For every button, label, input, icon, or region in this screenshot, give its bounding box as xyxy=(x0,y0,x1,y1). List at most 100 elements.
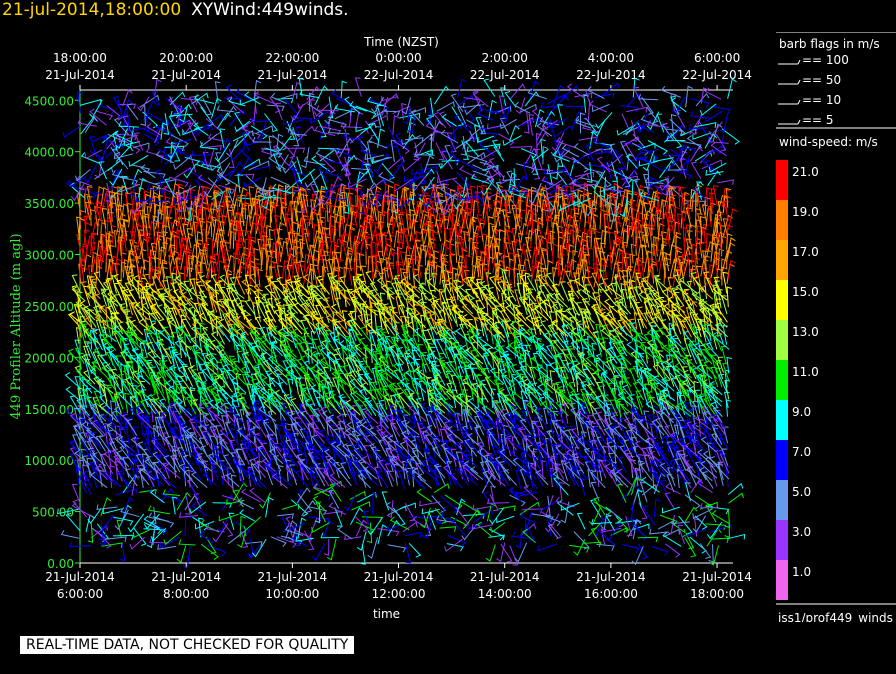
wind-barb xyxy=(386,317,400,335)
wind-barb xyxy=(276,228,283,249)
wind-barb xyxy=(338,393,353,410)
wind-barb xyxy=(425,122,442,134)
wind-barb xyxy=(388,404,404,424)
wind-barb xyxy=(459,165,478,178)
wind-barb xyxy=(292,117,313,124)
wind-barb xyxy=(486,160,501,177)
wind-barb xyxy=(156,455,166,473)
wind-barb xyxy=(230,357,244,374)
wind-barb xyxy=(446,386,462,401)
wind-barb xyxy=(181,201,188,222)
wind-barb xyxy=(377,337,393,353)
wind-barb xyxy=(180,309,192,328)
wind-barb xyxy=(451,306,468,323)
wind-barb xyxy=(367,292,374,309)
wind-barb xyxy=(128,176,135,197)
wind-barb xyxy=(485,318,501,335)
wind-barb xyxy=(252,329,267,345)
wind-barb xyxy=(274,309,287,329)
wind-barb xyxy=(174,340,191,359)
wind-barb xyxy=(248,239,257,258)
wind-barb xyxy=(91,359,108,379)
wind-barb xyxy=(383,190,400,201)
wind-barb xyxy=(174,138,193,144)
wind-barb xyxy=(275,301,289,317)
wind-barb xyxy=(443,178,449,197)
wind-barb xyxy=(346,421,362,436)
wind-barb xyxy=(172,410,182,431)
wind-barb xyxy=(478,316,494,336)
wind-barb xyxy=(349,101,368,112)
wind-barb xyxy=(410,194,416,215)
wind-barb xyxy=(364,408,379,425)
wind-barb xyxy=(157,293,170,309)
wind-barb xyxy=(284,366,300,380)
wind-barb xyxy=(482,352,494,371)
wind-barb xyxy=(520,523,537,536)
wind-barb xyxy=(283,462,292,480)
wind-barb xyxy=(324,447,335,466)
top-tick-label-time: 0:00:00 xyxy=(375,51,421,65)
wind-barb xyxy=(169,96,180,115)
wind-barb xyxy=(109,244,115,264)
wind-barb xyxy=(488,534,505,541)
wind-barb xyxy=(521,409,533,430)
wind-barb xyxy=(435,434,452,450)
wind-barb xyxy=(500,103,511,124)
wind-barb xyxy=(324,465,337,482)
wind-barb xyxy=(540,199,549,222)
wind-barb xyxy=(470,185,476,208)
wind-barb xyxy=(401,339,415,357)
wind-barb xyxy=(238,187,248,208)
wind-barb xyxy=(240,392,247,416)
wind-barb xyxy=(378,97,389,116)
wind-barb xyxy=(291,185,298,205)
wind-barb xyxy=(276,536,297,548)
wind-barb xyxy=(442,215,448,234)
wind-barb xyxy=(449,360,462,380)
wind-barb xyxy=(470,341,485,360)
wind-barb xyxy=(478,104,500,114)
wind-barb xyxy=(272,442,284,459)
wind-barb xyxy=(289,357,303,372)
wind-barb xyxy=(94,314,112,330)
wind-barb xyxy=(238,397,250,416)
wind-barb xyxy=(516,272,523,294)
wind-barb xyxy=(403,176,422,182)
wind-barb xyxy=(233,297,246,315)
wind-barb xyxy=(160,365,173,381)
wind-barb xyxy=(191,314,208,331)
wind-barb xyxy=(318,185,327,206)
wind-barb xyxy=(390,307,404,324)
wind-barb xyxy=(243,516,262,532)
wind-barb xyxy=(546,260,554,278)
wind-barb xyxy=(379,370,398,388)
wind-barb xyxy=(82,389,97,409)
wind-barb xyxy=(321,189,335,206)
wind-barb xyxy=(397,346,410,365)
wind-barb xyxy=(396,281,415,300)
wind-barb xyxy=(91,414,103,432)
wind-barb xyxy=(113,325,127,342)
wind-barb xyxy=(201,367,218,387)
wind-barb xyxy=(441,361,454,378)
wind-barb xyxy=(257,288,263,308)
wind-barb xyxy=(337,266,343,287)
wind-barb xyxy=(491,321,506,338)
top-tick-label-date: 22-Jul-2014 xyxy=(364,68,434,82)
wind-barb xyxy=(203,467,213,486)
wind-barb xyxy=(150,366,160,387)
wind-barb xyxy=(189,501,207,514)
wind-barb xyxy=(355,369,369,386)
wind-barb xyxy=(248,428,267,445)
wind-barb xyxy=(275,154,289,172)
wind-barb xyxy=(86,195,93,215)
wind-barb xyxy=(467,432,483,450)
wind-barb xyxy=(269,96,281,113)
y-tick-label: 2000.00 xyxy=(24,351,74,365)
wind-barb xyxy=(254,387,266,409)
wind-barb xyxy=(235,315,251,330)
wind-barb xyxy=(96,256,104,278)
wind-barb xyxy=(126,418,138,436)
wind-barb xyxy=(376,428,387,446)
